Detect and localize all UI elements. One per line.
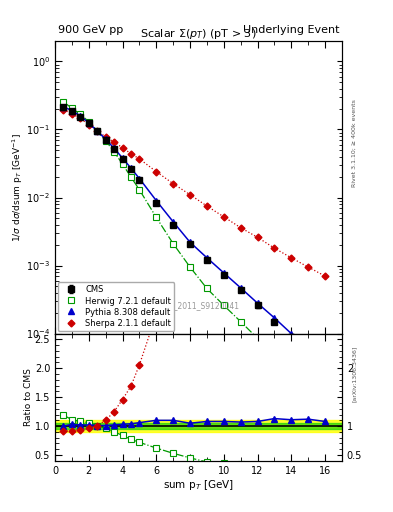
Sherpa 2.1.1 default	[103, 134, 108, 140]
X-axis label: sum p$_{T}$ [GeV]: sum p$_{T}$ [GeV]	[163, 478, 234, 493]
Text: [arXiv:1306.3436]: [arXiv:1306.3436]	[352, 346, 357, 402]
Line: Pythia 8.308 default: Pythia 8.308 default	[61, 104, 328, 361]
Herwig 7.2.1 default	[95, 128, 99, 134]
Sherpa 2.1.1 default	[112, 139, 116, 145]
Herwig 7.2.1 default	[86, 119, 91, 125]
Sherpa 2.1.1 default	[204, 203, 209, 209]
Sherpa 2.1.1 default	[289, 254, 294, 261]
Pythia 8.308 default	[137, 176, 142, 182]
Pythia 8.308 default	[171, 219, 176, 225]
Herwig 7.2.1 default	[255, 335, 260, 342]
Sherpa 2.1.1 default	[129, 151, 133, 157]
Herwig 7.2.1 default	[129, 174, 133, 180]
Pythia 8.308 default	[129, 165, 133, 171]
Herwig 7.2.1 default	[323, 393, 327, 399]
Pythia 8.308 default	[112, 145, 116, 152]
Herwig 7.2.1 default	[70, 105, 74, 111]
Y-axis label: 1/$\sigma$ d$\sigma$/dsum p$_{T}$ [GeV$^{-1}$]: 1/$\sigma$ d$\sigma$/dsum p$_{T}$ [GeV$^…	[10, 133, 25, 242]
Pythia 8.308 default	[272, 315, 277, 321]
Line: Herwig 7.2.1 default: Herwig 7.2.1 default	[61, 99, 328, 399]
Sherpa 2.1.1 default	[70, 111, 74, 117]
Pythia 8.308 default	[255, 300, 260, 306]
Herwig 7.2.1 default	[204, 285, 209, 291]
Herwig 7.2.1 default	[112, 148, 116, 155]
Pythia 8.308 default	[61, 104, 66, 110]
Text: Rivet 3.1.10; ≥ 400k events: Rivet 3.1.10; ≥ 400k events	[352, 99, 357, 187]
Sherpa 2.1.1 default	[86, 121, 91, 127]
Sherpa 2.1.1 default	[306, 264, 310, 270]
Sherpa 2.1.1 default	[238, 225, 243, 231]
Pythia 8.308 default	[306, 343, 310, 349]
Sherpa 2.1.1 default	[154, 168, 159, 175]
Herwig 7.2.1 default	[306, 381, 310, 387]
Pythia 8.308 default	[221, 270, 226, 276]
Herwig 7.2.1 default	[272, 351, 277, 357]
Sherpa 2.1.1 default	[61, 106, 66, 113]
Sherpa 2.1.1 default	[171, 181, 176, 187]
Herwig 7.2.1 default	[137, 187, 142, 193]
Legend: CMS, Herwig 7.2.1 default, Pythia 8.308 default, Sherpa 2.1.1 default: CMS, Herwig 7.2.1 default, Pythia 8.308 …	[57, 282, 174, 331]
Sherpa 2.1.1 default	[137, 156, 142, 162]
Bar	[55, 420, 342, 432]
Pythia 8.308 default	[238, 285, 243, 291]
Pythia 8.308 default	[78, 113, 83, 119]
Y-axis label: Ratio to CMS: Ratio to CMS	[24, 368, 33, 426]
Sherpa 2.1.1 default	[272, 245, 277, 251]
Text: Underlying Event: Underlying Event	[242, 25, 339, 35]
Pythia 8.308 default	[154, 198, 159, 204]
Text: 900 GeV pp: 900 GeV pp	[58, 25, 123, 35]
Sherpa 2.1.1 default	[188, 191, 193, 198]
Herwig 7.2.1 default	[238, 318, 243, 325]
Herwig 7.2.1 default	[154, 215, 159, 221]
Herwig 7.2.1 default	[289, 366, 294, 372]
Pythia 8.308 default	[70, 108, 74, 114]
Sherpa 2.1.1 default	[221, 214, 226, 220]
Sherpa 2.1.1 default	[323, 273, 327, 279]
Pythia 8.308 default	[103, 136, 108, 142]
Line: Sherpa 2.1.1 default: Sherpa 2.1.1 default	[61, 108, 327, 279]
Herwig 7.2.1 default	[103, 138, 108, 144]
Pythia 8.308 default	[188, 239, 193, 245]
Pythia 8.308 default	[120, 155, 125, 161]
Title: Scalar $\Sigma(p_{T})$ (pT > 3): Scalar $\Sigma(p_{T})$ (pT > 3)	[140, 27, 257, 41]
Herwig 7.2.1 default	[61, 99, 66, 105]
Sherpa 2.1.1 default	[120, 144, 125, 151]
Herwig 7.2.1 default	[221, 302, 226, 308]
Bar	[55, 423, 342, 429]
Pythia 8.308 default	[323, 355, 327, 361]
Sherpa 2.1.1 default	[78, 115, 83, 121]
Pythia 8.308 default	[86, 120, 91, 126]
Sherpa 2.1.1 default	[255, 234, 260, 240]
Pythia 8.308 default	[289, 331, 294, 337]
Herwig 7.2.1 default	[188, 264, 193, 270]
Herwig 7.2.1 default	[120, 161, 125, 167]
Sherpa 2.1.1 default	[95, 128, 99, 134]
Pythia 8.308 default	[204, 254, 209, 261]
Herwig 7.2.1 default	[171, 241, 176, 247]
Text: CMS_2011_S9120041: CMS_2011_S9120041	[158, 301, 239, 310]
Pythia 8.308 default	[95, 128, 99, 134]
Herwig 7.2.1 default	[78, 111, 83, 117]
